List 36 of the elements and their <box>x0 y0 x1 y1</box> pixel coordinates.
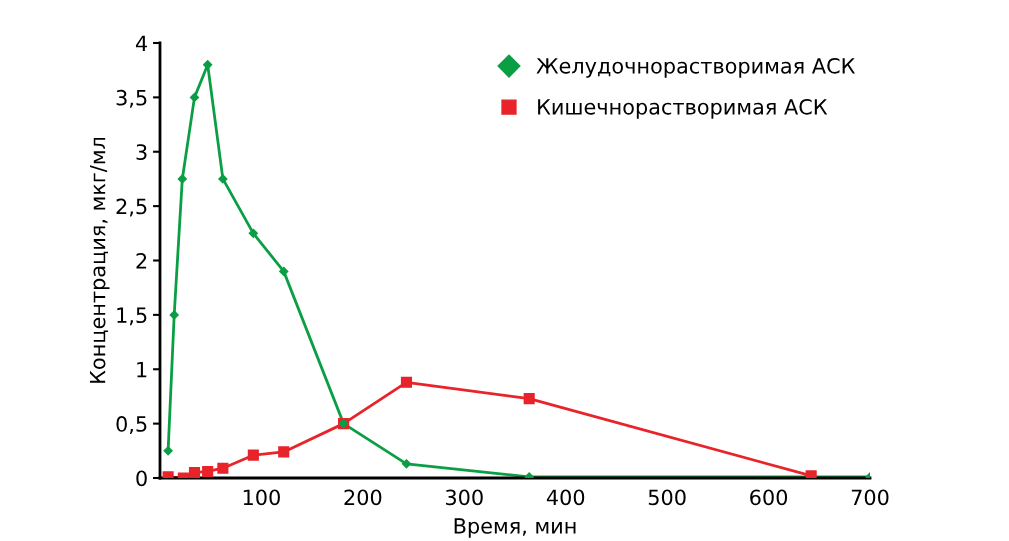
point <box>202 465 214 478</box>
point <box>189 92 200 102</box>
y-tick-label: 2,5 <box>116 198 147 217</box>
point <box>218 174 228 184</box>
x-tick-label: 700 <box>851 489 889 506</box>
y-tick-label: 4 <box>135 35 148 51</box>
point <box>523 393 535 405</box>
point <box>203 60 213 70</box>
x-axis-title: Время, мин <box>454 518 576 538</box>
x-tick-label: 200 <box>344 489 382 506</box>
point <box>279 266 289 276</box>
legend-label: Кишечнорастворимая АСК <box>538 98 828 119</box>
y-tick-label: 1,5 <box>117 307 147 326</box>
y-tick-label: 0 <box>136 470 147 487</box>
point <box>400 376 413 388</box>
point <box>217 462 229 474</box>
point <box>177 174 187 184</box>
x-tick-label: 400 <box>546 489 585 506</box>
y-tick-label: 0,5 <box>116 416 147 434</box>
x-tick-label: 100 <box>243 489 280 506</box>
point <box>169 310 179 320</box>
legend-label: Желудочнорастворимая АСК <box>536 57 855 78</box>
y-tick-label: 2 <box>136 252 147 269</box>
x-tick-label: 300 <box>445 489 483 506</box>
y-axis-title: Концентрация, мкг/мл <box>89 137 110 383</box>
y-tick-label: 1 <box>137 361 147 378</box>
point <box>247 449 259 461</box>
point <box>401 459 412 469</box>
x-tick-label: 600 <box>750 489 788 506</box>
point <box>188 467 201 478</box>
point <box>278 446 290 458</box>
y-tick-label: 3,5 <box>116 89 147 108</box>
point <box>163 446 173 456</box>
x-tick-label: 500 <box>648 489 686 506</box>
y-tick-label: 3 <box>136 144 147 160</box>
point <box>248 228 258 238</box>
